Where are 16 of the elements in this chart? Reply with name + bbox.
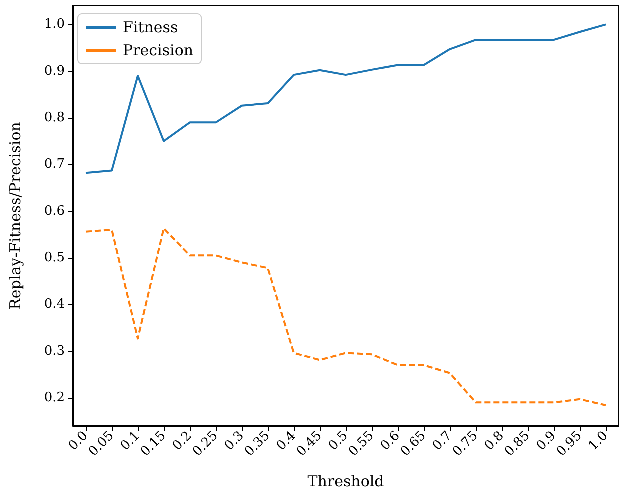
- y-axis-title: Replay-Fitness/Precision: [6, 122, 24, 310]
- x-axis-title: Threshold: [308, 472, 385, 490]
- line-series: [85, 228, 607, 406]
- x-tick-label: 1.0: [586, 428, 612, 454]
- legend-label: Precision: [123, 42, 194, 60]
- line-series: [85, 24, 607, 174]
- y-tick-label: 0.6: [44, 204, 65, 219]
- y-tick-label: 0.4: [44, 297, 65, 312]
- y-tick-label: 0.5: [44, 250, 65, 266]
- legend-label: Fitness: [123, 18, 178, 36]
- y-tick-label: 0.3: [44, 344, 65, 359]
- y-tick-label: 0.8: [44, 110, 65, 126]
- y-tick-label: 0.7: [44, 157, 65, 172]
- y-tick-label: 0.9: [44, 64, 65, 79]
- y-tick-label: 0.2: [44, 390, 65, 406]
- y-tick-label: 1.0: [44, 17, 65, 32]
